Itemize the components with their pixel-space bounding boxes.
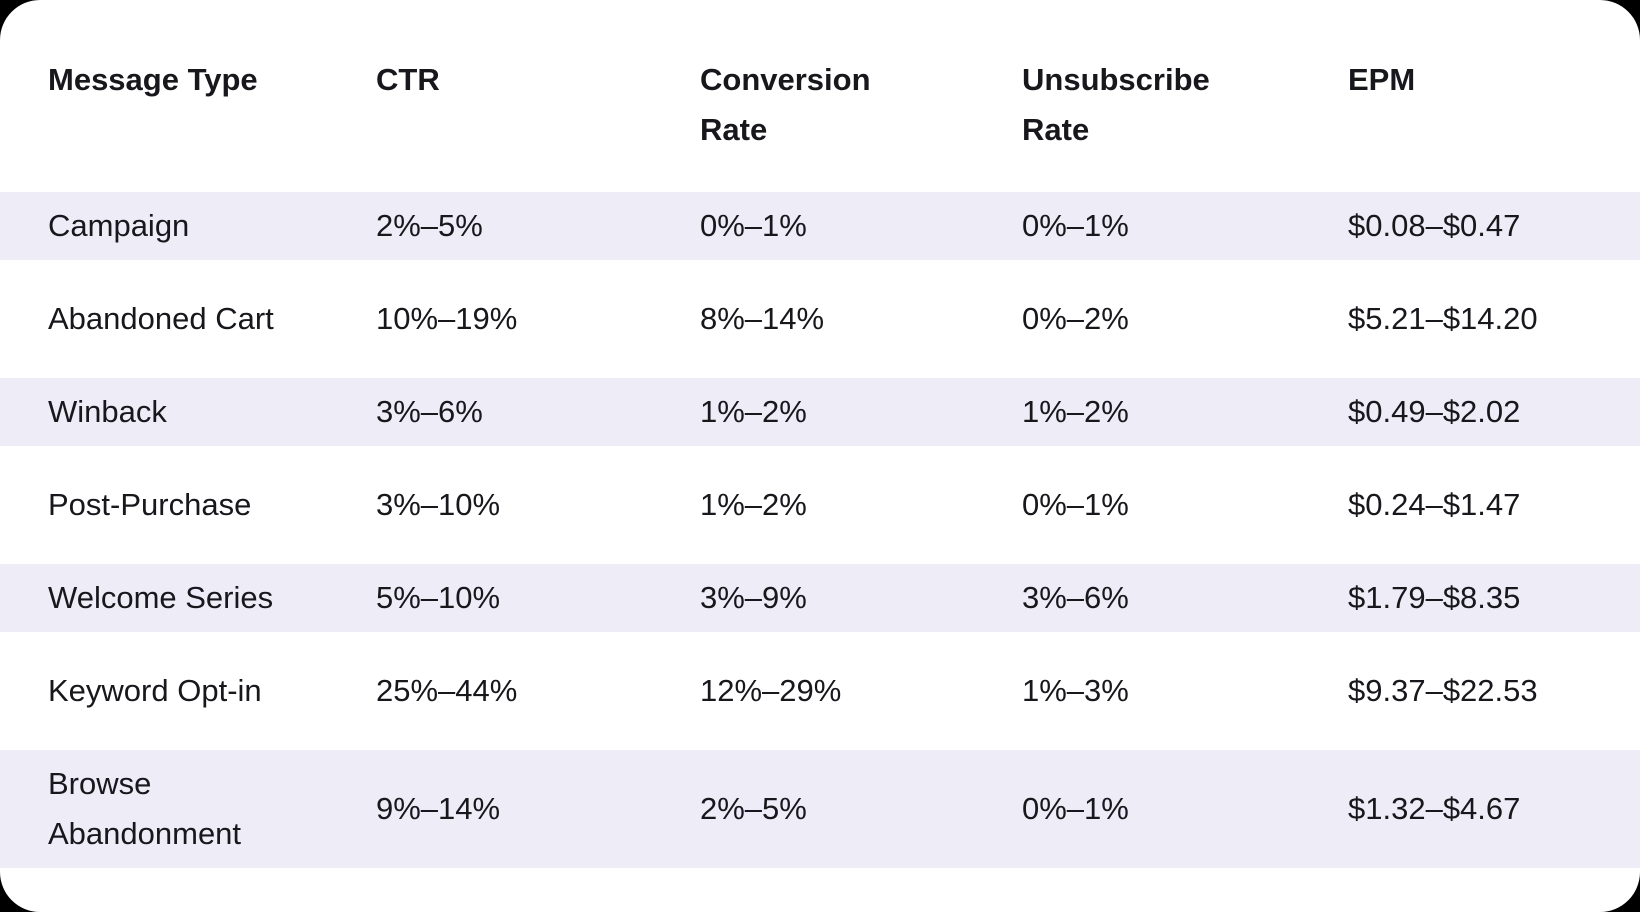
cell-conversion-rate: 8%–14% <box>700 301 825 336</box>
cell-ctr: 3%–10% <box>376 487 501 522</box>
cell-epm: $0.24–$1.47 <box>1348 487 1521 522</box>
cell-unsubscribe-rate: 1%–2% <box>1022 394 1129 429</box>
cell-message-type: Browse Abandonment <box>48 759 376 859</box>
cell-text: Post-Purchase <box>48 487 252 522</box>
cell-ctr: 25%–44% <box>376 673 518 708</box>
cell-epm: $9.37–$22.53 <box>1348 673 1538 708</box>
cell-ctr: 10%–19% <box>376 301 518 336</box>
cell-conversion-rate: 3%–9% <box>700 580 807 615</box>
table-body: Campaign 2%–5% 0%–1% 0%–1% $0.08–$0.47 A… <box>0 192 1640 868</box>
cell-conversion-rate: 12%–29% <box>700 673 842 708</box>
column-header-label: Message Type <box>48 62 258 97</box>
cell-unsubscribe-rate: 0%–2% <box>1022 301 1129 336</box>
cell-text: Abandoned Cart <box>48 301 274 336</box>
cell-unsubscribe-rate: 1%–3% <box>1022 673 1129 708</box>
cell-conversion-rate: 2%–5% <box>700 791 807 826</box>
cell-message-type: Keyword Opt-in <box>48 666 376 716</box>
cell-message-type: Abandoned Cart <box>48 294 376 344</box>
cell-message-type: Welcome Series <box>48 573 376 623</box>
column-header-label-line2: Rate <box>1022 112 1090 147</box>
cell-text: Campaign <box>48 208 190 243</box>
table-row-campaign: Campaign 2%–5% 0%–1% 0%–1% $0.08–$0.47 <box>0 192 1640 260</box>
cell-epm: $1.79–$8.35 <box>1348 580 1521 615</box>
table-header-row: Message Type CTR Conversion Rate Unsubsc… <box>0 0 1640 167</box>
column-header-conversion-rate: Conversion Rate <box>700 55 1022 155</box>
cell-conversion-rate: 0%–1% <box>700 208 807 243</box>
cell-message-type: Post-Purchase <box>48 480 376 530</box>
table-row-welcome-series: Welcome Series 5%–10% 3%–9% 3%–6% $1.79–… <box>0 564 1640 632</box>
cell-unsubscribe-rate: 0%–1% <box>1022 487 1129 522</box>
table-row-browse-abandonment: Browse Abandonment 9%–14% 2%–5% 0%–1% $1… <box>0 750 1640 868</box>
table-row-keyword-opt-in: Keyword Opt-in 25%–44% 12%–29% 1%–3% $9.… <box>0 657 1640 725</box>
table-row-winback: Winback 3%–6% 1%–2% 1%–2% $0.49–$2.02 <box>0 378 1640 446</box>
cell-text-line2: Abandonment <box>48 816 242 851</box>
cell-ctr: 5%–10% <box>376 580 501 615</box>
cell-epm: $0.49–$2.02 <box>1348 394 1521 429</box>
column-header-label: CTR <box>376 62 440 97</box>
cell-epm: $1.32–$4.67 <box>1348 791 1521 826</box>
column-header-label: EPM <box>1348 62 1416 97</box>
cell-text: Keyword Opt-in <box>48 673 262 708</box>
cell-unsubscribe-rate: 0%–1% <box>1022 208 1129 243</box>
cell-ctr: 3%–6% <box>376 394 483 429</box>
cell-unsubscribe-rate: 0%–1% <box>1022 791 1129 826</box>
column-header-ctr: CTR <box>376 55 700 155</box>
column-header-label-line2: Rate <box>700 112 768 147</box>
cell-ctr: 9%–14% <box>376 791 501 826</box>
column-header-unsubscribe-rate: Unsubscribe Rate <box>1022 55 1348 155</box>
cell-text: Winback <box>48 394 167 429</box>
cell-conversion-rate: 1%–2% <box>700 394 807 429</box>
column-header-label: Conversion <box>700 62 871 97</box>
cell-unsubscribe-rate: 3%–6% <box>1022 580 1129 615</box>
table-row-abandoned-cart: Abandoned Cart 10%–19% 8%–14% 0%–2% $5.2… <box>0 285 1640 353</box>
column-header-label: Unsubscribe <box>1022 62 1210 97</box>
cell-text: Browse <box>48 766 152 801</box>
cell-epm: $5.21–$14.20 <box>1348 301 1538 336</box>
cell-conversion-rate: 1%–2% <box>700 487 807 522</box>
cell-message-type: Winback <box>48 387 376 437</box>
cell-message-type: Campaign <box>48 201 376 251</box>
cell-epm: $0.08–$0.47 <box>1348 208 1521 243</box>
table-row-post-purchase: Post-Purchase 3%–10% 1%–2% 0%–1% $0.24–$… <box>0 471 1640 539</box>
cell-ctr: 2%–5% <box>376 208 483 243</box>
column-header-message-type: Message Type <box>48 55 376 155</box>
cell-text: Welcome Series <box>48 580 274 615</box>
column-header-epm: EPM <box>1348 55 1592 155</box>
